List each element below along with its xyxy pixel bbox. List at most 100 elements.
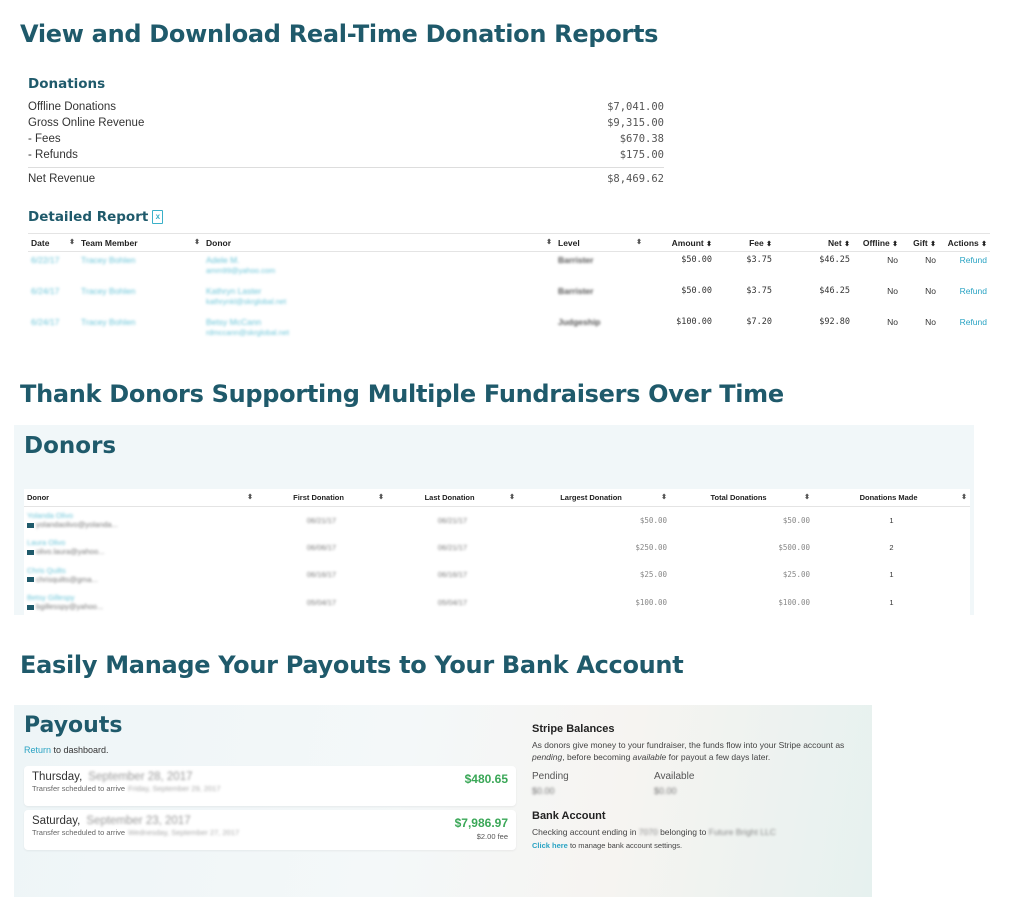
team-member-link[interactable]: Tracey Bohlen	[81, 255, 136, 265]
table-header-row: Date ⬍ Team Member ⬍ Donor ⬍ Level ⬍ Amount …	[28, 233, 990, 252]
envelope-icon	[27, 549, 34, 555]
donor-email[interactable]: rdmccann@skrglobal.net	[206, 327, 290, 337]
donor-link[interactable]: Kathryn Laster	[206, 285, 262, 296]
level-cell: Judgeship	[558, 316, 601, 327]
bank-manage-line: Click here to manage bank account settin…	[532, 841, 683, 850]
envelope-icon	[27, 522, 34, 528]
col-total-donations[interactable]: Total Donations ⬍	[670, 489, 813, 507]
excel-download-icon[interactable]: x	[152, 210, 164, 224]
divider	[28, 167, 664, 168]
donations-made-cell: 1	[889, 597, 894, 607]
return-link[interactable]: Return	[24, 745, 52, 755]
total-donations-cell: $50.00	[782, 515, 810, 525]
donor-name-link[interactable]: Betsy Gillespy	[27, 593, 75, 603]
table-row: 6/24/17 Tracey Bohlen Betsy McCann rdmcca…	[28, 314, 990, 345]
col-team-member[interactable]: Team Member ⬍	[78, 233, 203, 252]
col-first-donation[interactable]: First Donation ⬍	[256, 489, 387, 507]
col-donor[interactable]: Donor ⬍	[203, 233, 555, 252]
donor-name-link[interactable]: Laura Olivo	[27, 538, 66, 548]
summary-row: Offline Donations $7,041.00	[28, 101, 664, 113]
payout-amount: $480.65	[464, 772, 508, 786]
detailed-report-header: Detailed Report x	[28, 209, 164, 225]
payout-card[interactable]: Thursday, September 28, 2017 Transfer sch…	[24, 766, 516, 806]
refund-link[interactable]: Refund	[959, 255, 987, 265]
sort-icon: ⬍	[636, 238, 642, 246]
col-gift[interactable]: Gift ⬍	[901, 233, 939, 252]
payout-schedule: Transfer scheduled to arrive	[32, 828, 126, 837]
fee-cell: $7.20	[746, 316, 772, 327]
sort-icon: ⬍	[706, 240, 712, 248]
last-donation-cell: 05/04/17	[437, 597, 468, 607]
envelope-icon	[27, 604, 34, 610]
payout-day: Thursday,	[32, 771, 83, 783]
col-donations-made[interactable]: Donations Made ⬍	[813, 489, 970, 507]
col-largest-donation[interactable]: Largest Donation ⬍	[518, 489, 670, 507]
click-here-link[interactable]: Click here	[532, 841, 568, 850]
refund-link[interactable]: Refund	[959, 316, 987, 327]
donor-name-link[interactable]: Yolanda Olivo	[27, 511, 74, 520]
donor-email[interactable]: yolandaolivo@yolanda...	[36, 520, 118, 529]
amount-cell: $100.00	[676, 316, 712, 327]
summary-row: Gross Online Revenue $9,315.00	[28, 117, 664, 129]
sort-icon: ⬍	[804, 493, 810, 501]
date-cell: 6/24/17	[31, 285, 60, 296]
largest-donation-cell: $250.00	[635, 542, 667, 552]
team-member-link[interactable]: Tracey Bohlen	[81, 285, 136, 296]
gift-cell: No	[925, 285, 936, 296]
stripe-description: As donors give money to your fundraiser,…	[532, 740, 845, 762]
last-donation-cell: 06/16/17	[437, 570, 468, 580]
col-amount[interactable]: Amount ⬍	[645, 233, 715, 252]
last-donation-cell: 06/21/17	[437, 515, 468, 525]
donor-email[interactable]: bgillesspy@yahoo...	[36, 602, 104, 612]
donor-email[interactable]: amm99@yahoo.com	[206, 266, 276, 275]
net-cell: $92.80	[819, 316, 850, 327]
sort-icon: ⬍	[69, 238, 75, 246]
donor-email[interactable]: chrisquilts@gma...	[36, 574, 98, 584]
stripe-title: Stripe Balances	[532, 723, 615, 735]
sort-icon: ⬍	[766, 240, 772, 248]
col-date[interactable]: Date ⬍	[28, 233, 78, 252]
bank-account-description: Checking account ending in 7070 belongin…	[532, 827, 776, 837]
payout-schedule: Transfer scheduled to arrive	[32, 784, 126, 793]
balance-row: Pending $0.00 Available $0.00	[532, 771, 862, 796]
table-header-row: Donor ⬍ First Donation ⬍ Last Donation ⬍ La…	[24, 489, 970, 507]
refund-link[interactable]: Refund	[959, 285, 987, 296]
detailed-report-title: Detailed Report	[28, 209, 149, 225]
sort-icon: ⬍	[378, 493, 384, 501]
col-offline[interactable]: Offline ⬍	[853, 233, 901, 252]
first-donation-cell: 05/04/17	[306, 597, 337, 607]
donations-summary: Donations Offline Donations $7,041.00 Gro…	[28, 76, 664, 187]
total-donations-cell: $100.00	[778, 597, 810, 607]
payout-day: Saturday,	[32, 815, 81, 827]
sort-icon: ⬍	[892, 240, 898, 248]
first-donation-cell: 06/16/17	[306, 570, 337, 580]
donors-table-wrapper: Donor ⬍ First Donation ⬍ Last Donation ⬍ La…	[24, 489, 970, 616]
col-last-donation[interactable]: Last Donation ⬍	[387, 489, 518, 507]
net-cell: $46.25	[819, 285, 850, 296]
payout-card[interactable]: Saturday, September 23, 2017 Transfer sch…	[24, 810, 516, 850]
col-net[interactable]: Net ⬍	[775, 233, 853, 252]
payout-arrival-date: Friday, September 29, 2017	[128, 784, 221, 793]
donor-email[interactable]: kathrynkl@skrglobal.net	[206, 296, 287, 306]
date-cell: 6/24/17	[31, 316, 60, 327]
net-cell: $46.25	[819, 255, 850, 265]
sort-icon: ⬍	[844, 240, 850, 248]
team-member-link[interactable]: Tracey Bohlen	[81, 316, 136, 327]
donor-link[interactable]: Adele M.	[206, 255, 240, 265]
table-row: 6/24/17 Tracey Bohlen Kathryn Laster kath…	[28, 283, 990, 314]
col-level[interactable]: Level ⬍	[555, 233, 645, 252]
payout-date: September 28, 2017	[88, 771, 193, 783]
donor-name-link[interactable]: Chris Quilts	[27, 565, 66, 575]
col-actions[interactable]: Actions ⬍	[939, 233, 990, 252]
pending-balance: Pending $0.00	[532, 771, 569, 796]
summary-row: - Fees $670.38	[28, 133, 664, 145]
donors-panel: Donors Donor ⬍ First Donation ⬍ Last Donat…	[14, 425, 974, 616]
donor-email[interactable]: olivo.laura@yahoo...	[36, 547, 105, 557]
col-donor[interactable]: Donor ⬍	[24, 489, 256, 507]
first-donation-cell: 06/06/17	[306, 542, 337, 552]
col-fee[interactable]: Fee ⬍	[715, 233, 775, 252]
first-donation-cell: 06/21/17	[306, 515, 337, 525]
donor-link[interactable]: Betsy McCann	[206, 316, 262, 327]
bank-account-title: Bank Account	[532, 810, 606, 822]
available-balance: Available $0.00	[654, 771, 695, 796]
